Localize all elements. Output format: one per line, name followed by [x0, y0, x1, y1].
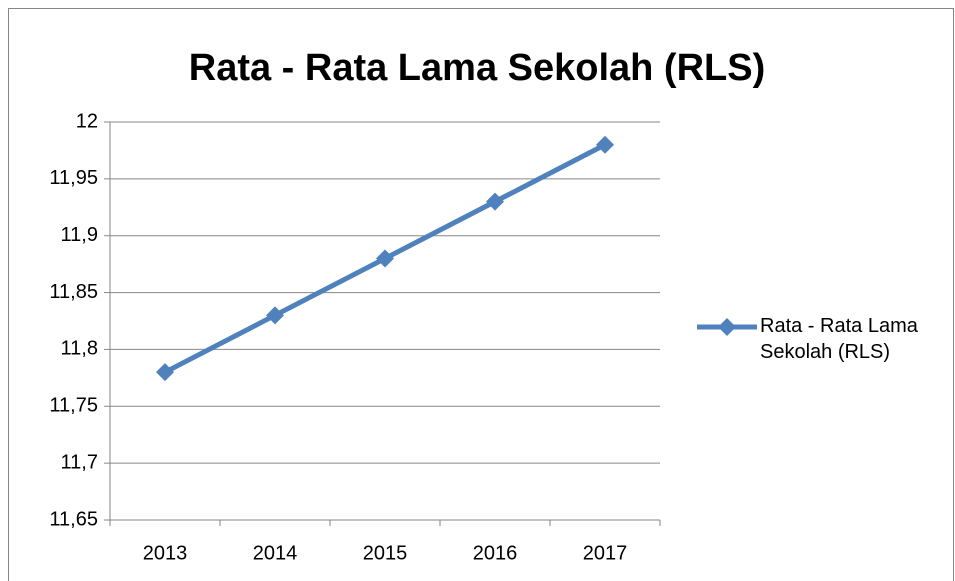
y-tick-label: 12: [76, 110, 98, 132]
chart-border: [8, 8, 954, 581]
legend-label: Rata - Rata Lama Sekolah (RLS): [760, 315, 918, 363]
x-tick-label: 2013: [143, 542, 188, 564]
marker: [376, 249, 394, 268]
y-tick-label: 11,9: [61, 224, 98, 246]
chart-title: Rata - Rata Lama Sekolah (RLS): [189, 47, 765, 89]
x-tick-label: 2014: [253, 542, 298, 564]
marker: [486, 192, 504, 211]
y-tick-label: 11,85: [49, 281, 98, 303]
marker: [596, 135, 614, 154]
y-tick-label: 11,65: [49, 508, 98, 530]
y-tick-label: 11,75: [49, 395, 98, 417]
marker: [156, 363, 174, 382]
marker: [266, 306, 284, 325]
y-tick-label: 11,7: [61, 451, 98, 473]
x-tick-label: 2016: [473, 542, 518, 564]
y-tick-label: 11,8: [61, 338, 98, 360]
y-tick-label: 11,95: [49, 167, 98, 189]
x-tick-label: 2015: [363, 542, 408, 564]
legend-marker: [718, 318, 736, 336]
x-tick-label: 2017: [583, 542, 628, 564]
